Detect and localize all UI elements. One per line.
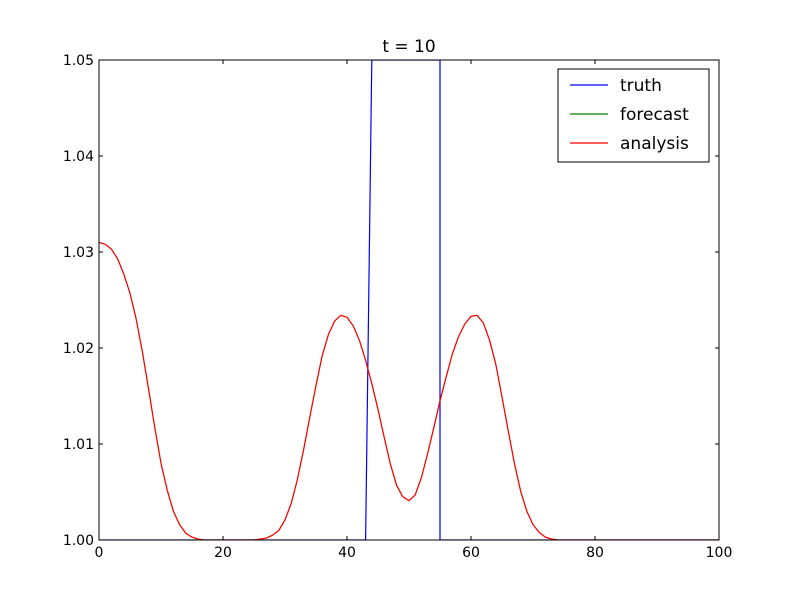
y-tick-label: 1.02 (63, 341, 94, 357)
x-tick-label: 40 (338, 545, 356, 561)
y-tick-label: 1.01 (63, 437, 94, 453)
x-tick-label: 0 (95, 545, 104, 561)
x-tick-label: 60 (462, 545, 480, 561)
x-tick-label: 20 (214, 545, 232, 561)
legend-label-truth: truth (620, 76, 662, 96)
series-line-truth (99, 60, 719, 540)
y-tick-label: 1.03 (63, 245, 94, 261)
x-tick-label: 80 (586, 545, 604, 561)
y-tick-label: 1.04 (63, 149, 94, 165)
chart-title: t = 10 (382, 37, 435, 57)
series-layer (99, 60, 719, 540)
plot-frame (98, 59, 720, 541)
legend-label-analysis: analysis (620, 134, 689, 154)
legend: truth forecast analysis (557, 68, 710, 163)
y-tick-label: 1.00 (63, 533, 94, 549)
series-line-analysis (99, 241, 719, 540)
ticks-layer: 0 20 40 60 80 100 1.00 1.01 1.02 1.03 1.04 1.05 (63, 53, 733, 561)
y-tick-label: 1.05 (63, 53, 94, 69)
x-tick-label: 100 (706, 545, 733, 561)
legend-label-forecast: forecast (620, 105, 689, 125)
